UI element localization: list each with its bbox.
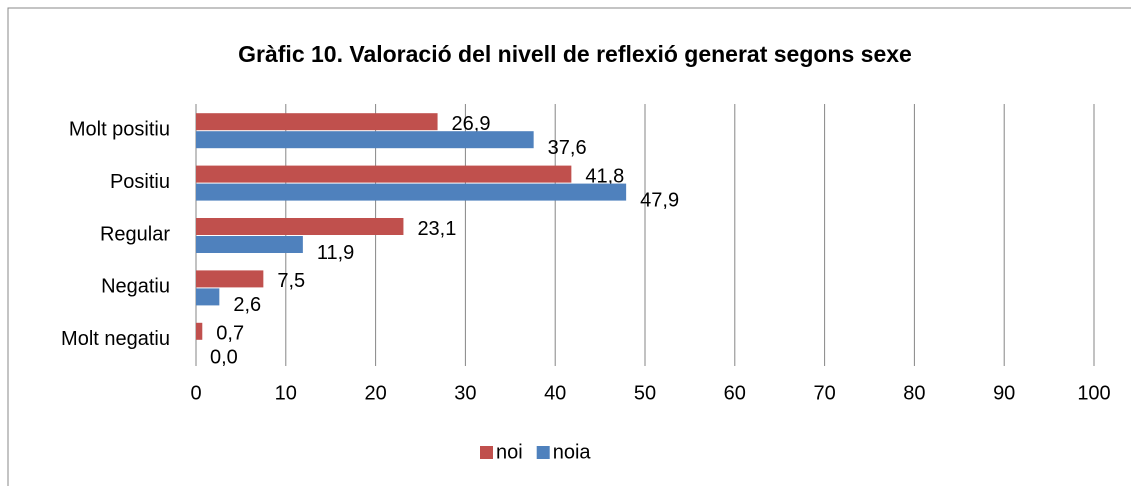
x-tick-label: 30 — [454, 382, 476, 404]
x-tick-label: 10 — [275, 382, 297, 404]
bar — [196, 288, 220, 306]
y-tick-label: Molt negatiu — [61, 328, 170, 350]
value-label: 7,5 — [277, 270, 305, 292]
bar — [196, 270, 264, 288]
chart-title: Gràfic 10. Valoració del nivell de refle… — [238, 41, 912, 67]
legend-swatch — [480, 446, 493, 459]
y-tick-label: Negatiu — [101, 276, 170, 298]
x-tick-label: 60 — [724, 382, 746, 404]
chart-frame — [7, 7, 1131, 486]
value-label: 11,9 — [317, 242, 354, 264]
bar — [196, 113, 438, 131]
legend-swatch — [536, 446, 550, 459]
value-label: 47,9 — [640, 189, 679, 211]
y-tick-label: Positiu — [110, 171, 170, 193]
value-label: 2,6 — [233, 294, 261, 316]
bar — [196, 322, 203, 340]
x-tick-label: 50 — [634, 382, 656, 404]
x-tick-label: 70 — [813, 382, 835, 404]
x-tick-label: 40 — [544, 382, 566, 404]
y-tick-label: Regular — [100, 223, 170, 245]
x-tick-label: 80 — [903, 382, 925, 404]
bar — [196, 131, 534, 149]
value-label: 0,0 — [210, 347, 238, 369]
value-label: 0,7 — [216, 323, 244, 345]
bar — [196, 236, 303, 253]
x-tick-label: 20 — [364, 382, 386, 404]
x-tick-label: 90 — [993, 382, 1015, 404]
value-label: 41,8 — [585, 165, 624, 187]
x-tick-label: 100 — [1077, 382, 1110, 404]
y-tick-label: Molt positiu — [69, 118, 170, 140]
bar — [196, 218, 404, 235]
value-label: 26,9 — [452, 113, 491, 135]
legend-label: noi — [496, 441, 523, 463]
bar — [196, 183, 627, 201]
value-label: 23,1 — [417, 218, 456, 240]
value-label: 37,6 — [548, 137, 587, 159]
x-tick-label: 0 — [190, 382, 201, 404]
bar — [196, 165, 572, 183]
legend-label: noia — [553, 441, 592, 463]
